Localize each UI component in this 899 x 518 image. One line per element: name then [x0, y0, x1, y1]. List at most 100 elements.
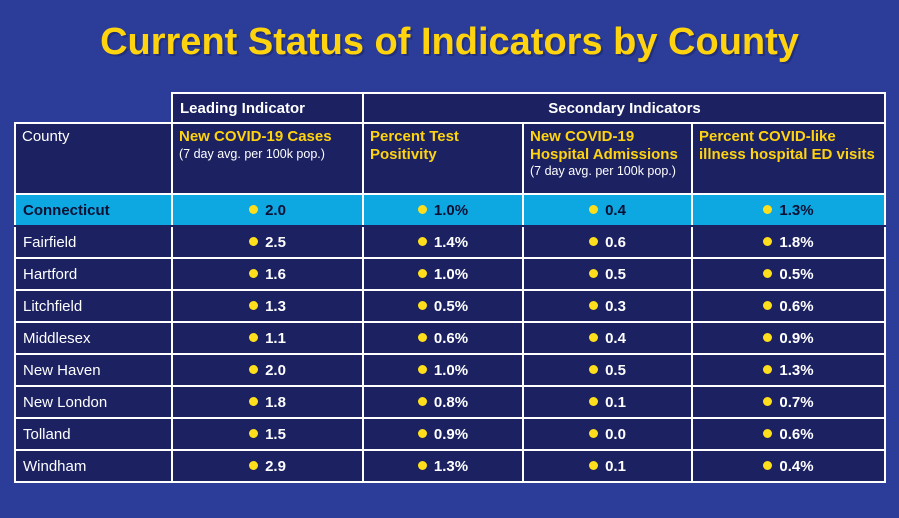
- value-cell: 0.5: [522, 257, 693, 291]
- group-header-leading: Leading Indicator: [171, 92, 364, 124]
- column-header-label: New COVID-19 Cases: [179, 128, 332, 145]
- value-text: 0.0: [605, 425, 626, 443]
- status-dot-icon: [763, 460, 773, 470]
- status-dot-icon: [589, 300, 599, 310]
- status-dot-icon: [589, 428, 599, 438]
- status-dot-icon: [417, 396, 427, 406]
- value-cell: 0.4: [522, 193, 693, 227]
- status-dot-icon: [763, 332, 773, 342]
- value-text: 0.4: [605, 201, 626, 219]
- status-dot-icon: [589, 396, 599, 406]
- status-dot-icon: [249, 236, 259, 246]
- value-text: 1.3%: [779, 361, 814, 379]
- county-cell: Hartford: [14, 257, 173, 291]
- status-dot-icon: [249, 204, 259, 214]
- status-dot-icon: [249, 396, 259, 406]
- value-cell: 0.5: [522, 353, 693, 387]
- value-text: 2.9: [265, 457, 286, 475]
- county-cell: Middlesex: [14, 321, 173, 355]
- column-header-sublabel: (7 day avg. per 100k pop.): [179, 146, 325, 161]
- table-row-new-london: New London 1.8 0.8% 0.1 0.7%: [14, 385, 886, 419]
- value-text: 1.6: [265, 265, 286, 283]
- value-cell: 2.0: [171, 193, 364, 227]
- status-dot-icon: [417, 428, 427, 438]
- value-text: 1.0%: [433, 361, 469, 379]
- value-cell: 2.9: [171, 449, 364, 483]
- county-cell: Connecticut: [14, 193, 173, 227]
- value-text: 1.4%: [433, 233, 469, 251]
- value-cell: 0.5%: [362, 289, 524, 323]
- value-cell: 1.4%: [362, 225, 524, 259]
- status-dot-icon: [763, 268, 773, 278]
- value-text: 1.3%: [779, 201, 814, 219]
- value-text: 1.3: [265, 297, 286, 315]
- status-dot-icon: [249, 364, 259, 374]
- status-dot-icon: [763, 364, 773, 374]
- value-text: 0.3: [605, 297, 626, 315]
- value-text: 0.8%: [433, 393, 469, 411]
- status-dot-icon: [249, 460, 259, 470]
- value-cell: 1.0%: [362, 353, 524, 387]
- status-dot-icon: [589, 268, 599, 278]
- value-cell: 1.8: [171, 385, 364, 419]
- county-cell: Tolland: [14, 417, 173, 451]
- value-text: 0.6%: [433, 329, 469, 347]
- indicators-table: Leading Indicator Secondary Indicators C…: [14, 92, 886, 483]
- value-text: 1.3%: [433, 457, 469, 475]
- status-dot-icon: [417, 236, 427, 246]
- status-dot-icon: [589, 236, 599, 246]
- value-text: 0.5%: [433, 297, 469, 315]
- status-dot-icon: [763, 236, 773, 246]
- status-dot-icon: [417, 364, 427, 374]
- value-cell: 0.8%: [362, 385, 524, 419]
- value-text: 1.8: [265, 393, 286, 411]
- table-row-connecticut: Connecticut 2.0 1.0% 0.4 1.3%: [14, 193, 886, 227]
- value-cell: 1.3%: [691, 353, 886, 387]
- status-dot-icon: [417, 332, 427, 342]
- status-dot-icon: [763, 396, 773, 406]
- empty-corner-cell: [15, 93, 172, 123]
- value-text: 0.7%: [779, 393, 814, 411]
- status-dot-icon: [249, 268, 259, 278]
- column-header-ed-visits: Percent COVID-like illness hospital ED v…: [691, 122, 886, 195]
- value-cell: 1.0%: [362, 257, 524, 291]
- table-row-middlesex: Middlesex 1.1 0.6% 0.4 0.9%: [14, 321, 886, 355]
- value-text: 1.0%: [433, 201, 469, 219]
- value-cell: 0.9%: [362, 417, 524, 451]
- column-header-label: New COVID-19 Hospital Admissions: [530, 128, 678, 163]
- value-text: 0.5%: [779, 265, 814, 283]
- value-cell: 0.6%: [691, 417, 886, 451]
- value-cell: 1.8%: [691, 225, 886, 259]
- value-cell: 0.1: [522, 385, 693, 419]
- status-dot-icon: [417, 204, 427, 214]
- status-dot-icon: [249, 300, 259, 310]
- table-row-new-haven: New Haven 2.0 1.0% 0.5 1.3%: [14, 353, 886, 387]
- value-text: 2.0: [265, 361, 286, 379]
- table-row-windham: Windham 2.9 1.3% 0.1 0.4%: [14, 449, 886, 483]
- value-text: 0.4: [605, 329, 626, 347]
- value-cell: 0.4%: [691, 449, 886, 483]
- value-text: 1.1: [265, 329, 286, 347]
- value-text: 0.6%: [779, 297, 814, 315]
- table-row-fairfield: Fairfield 2.5 1.4% 0.6 1.8%: [14, 225, 886, 259]
- value-text: 0.6%: [779, 425, 814, 443]
- county-cell: Windham: [14, 449, 173, 483]
- group-header-row: Leading Indicator Secondary Indicators: [15, 92, 886, 124]
- table-row-tolland: Tolland 1.5 0.9% 0.0 0.6%: [14, 417, 886, 451]
- column-header-test-positivity: Percent Test Positivity: [362, 122, 524, 195]
- value-cell: 1.1: [171, 321, 364, 355]
- value-cell: 2.0: [171, 353, 364, 387]
- county-cell: New Haven: [14, 353, 173, 387]
- value-text: 0.9%: [779, 329, 814, 347]
- value-text: 1.0%: [433, 265, 469, 283]
- value-cell: 0.7%: [691, 385, 886, 419]
- value-cell: 1.5: [171, 417, 364, 451]
- county-cell: Litchfield: [14, 289, 173, 323]
- status-dot-icon: [417, 268, 427, 278]
- status-dot-icon: [589, 332, 599, 342]
- column-header-label: Percent Test Positivity: [370, 128, 459, 163]
- status-dot-icon: [249, 428, 259, 438]
- county-cell: New London: [14, 385, 173, 419]
- value-text: 2.0: [265, 201, 286, 219]
- value-cell: 1.3%: [691, 193, 886, 227]
